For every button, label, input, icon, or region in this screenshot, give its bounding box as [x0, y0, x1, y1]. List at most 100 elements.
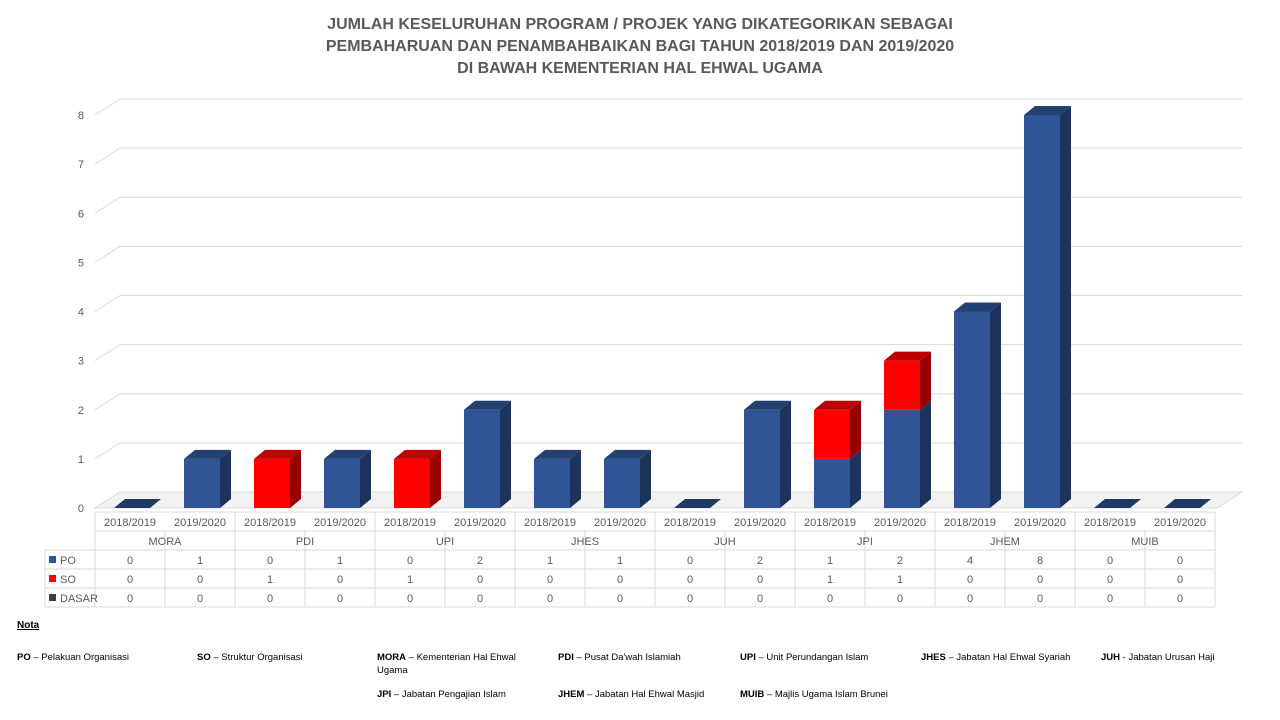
x-tick-label: 2019/2020: [594, 517, 646, 529]
title-line-3: DI BAWAH KEMENTERIAN HAL EHWAL UGAMA: [457, 60, 823, 77]
bar-so: [254, 458, 290, 508]
x-tick-label: 2019/2020: [174, 517, 226, 529]
nota-text: – Jabatan Hal Ehwal Syariah: [945, 652, 1071, 663]
gridline-depth: [94, 98, 121, 116]
nota-text: – Pelakuan Organisasi: [30, 652, 129, 663]
x-tick-label: 2019/2020: [454, 517, 506, 529]
nota-text: - Jabatan Urusan Haji: [1120, 652, 1215, 663]
gridline-depth: [94, 344, 121, 362]
data-label: 0: [967, 593, 973, 605]
chart-title: JUMLAH KESELURUHAN PROGRAM / PROJEK YANG…: [0, 14, 1280, 80]
gridline-depth: [94, 196, 121, 214]
data-label: 1: [337, 555, 343, 567]
data-label: 1: [407, 574, 413, 586]
x-tick-label: 2018/2019: [1084, 517, 1136, 529]
data-label: 0: [267, 593, 273, 605]
data-label: 0: [337, 593, 343, 605]
bar-side-po: [780, 400, 791, 508]
bar-top: [254, 449, 301, 459]
bar-side-so: [430, 449, 441, 508]
bar-chart: 0 1 2 3 4 5 6 7 8 2018/2019 2019/2020 2018/2019 2019…: [44, 98, 1244, 608]
data-label: 0: [967, 574, 973, 586]
x-tick-label: 2019/2020: [734, 517, 786, 529]
group-label: MUIB: [1131, 536, 1159, 548]
y-tick-label: 7: [78, 159, 84, 171]
data-label: 0: [1037, 593, 1043, 605]
bar-side-po: [360, 449, 371, 508]
data-label: 1: [267, 574, 273, 586]
bars: [114, 106, 1211, 508]
x-tick-label: 2019/2020: [314, 517, 366, 529]
bar-top: [534, 449, 581, 459]
y-tick-label: 8: [78, 110, 84, 122]
bar-side-po: [920, 400, 931, 508]
nota-item: JUH - Jabatan Urusan Haji: [1101, 651, 1276, 664]
bar-top: [1094, 499, 1141, 508]
x-tick-label: 2018/2019: [804, 517, 856, 529]
bar-side-po: [220, 449, 231, 508]
x-tick-label: 2018/2019: [944, 517, 996, 529]
nota-item: JHEM – Jabatan Hal Ehwal Masjid: [558, 688, 733, 701]
bar-top: [1024, 106, 1071, 115]
nota-abbr: PO: [17, 652, 31, 663]
bar-side-po: [1060, 106, 1071, 508]
bar-top: [604, 449, 651, 459]
data-label: 0: [897, 593, 903, 605]
bar-side-so: [290, 449, 301, 508]
nota-text: – Pusat Da'wah Islamiah: [573, 652, 681, 663]
data-label: 0: [547, 574, 553, 586]
legend-key-dasar: [49, 594, 56, 601]
y-tick-label: 5: [78, 257, 84, 269]
data-label: 1: [617, 555, 623, 567]
y-axis: 0 1 2 3 4 5 6 7 8: [78, 110, 84, 515]
legend-key-po: [49, 556, 56, 563]
title-line-2: PEMBAHARUAN DAN PENAMBAHBAIKAN BAGI TAHU…: [325, 38, 955, 55]
x-tick-label: 2019/2020: [1154, 517, 1206, 529]
data-label: 0: [687, 574, 693, 586]
data-label: 0: [757, 574, 763, 586]
bar-so: [814, 409, 850, 459]
bar-po: [464, 409, 500, 508]
bar-top: [464, 400, 511, 410]
bar-top: [814, 400, 861, 410]
bar-side-po: [850, 449, 861, 508]
data-label: 8: [1037, 555, 1043, 567]
y-tick-label: 2: [78, 405, 84, 417]
bar-top: [114, 499, 161, 508]
bar-top: [744, 400, 791, 410]
data-label: 0: [127, 593, 133, 605]
group-label: JPI: [857, 536, 873, 548]
series-label: SO: [60, 574, 76, 586]
data-table: 2018/2019 2019/2020 2018/2019 2019/2020 2018…: [44, 511, 1216, 608]
nota-item: JPI – Jabatan Pengajian Islam: [377, 688, 552, 701]
gridline-depth: [94, 442, 121, 460]
y-tick-label: 1: [78, 454, 84, 466]
bar-so: [394, 458, 430, 508]
title-line-1: JUMLAH KESELURUHAN PROGRAM / PROJEK YANG…: [327, 16, 953, 33]
data-label: 0: [547, 593, 553, 605]
nota-abbr: JPI: [377, 689, 392, 700]
x-tick-label: 2018/2019: [244, 517, 296, 529]
data-label: 1: [197, 555, 203, 567]
data-label: 0: [1177, 555, 1183, 567]
data-label: 2: [477, 555, 483, 567]
bar-po: [814, 458, 850, 508]
data-label: 0: [127, 555, 133, 567]
bar-top: [674, 499, 721, 508]
y-tick-label: 6: [78, 208, 84, 220]
data-label: 0: [477, 593, 483, 605]
x-tick-label: 2018/2019: [384, 517, 436, 529]
x-tick-label: 2019/2020: [874, 517, 926, 529]
data-label: 0: [1107, 574, 1113, 586]
data-label: 0: [407, 593, 413, 605]
x-tick-label: 2018/2019: [664, 517, 716, 529]
group-label: JUH: [714, 536, 735, 548]
nota-item: UPI – Unit Perundangan Islam: [740, 651, 915, 664]
group-label: MORA: [149, 536, 183, 548]
group-label: JHES: [571, 536, 599, 548]
bar-top: [1164, 499, 1211, 508]
bar-top: [324, 449, 371, 459]
data-label: 0: [407, 555, 413, 567]
data-label: 0: [617, 574, 623, 586]
nota-abbr: JHES: [921, 652, 946, 663]
